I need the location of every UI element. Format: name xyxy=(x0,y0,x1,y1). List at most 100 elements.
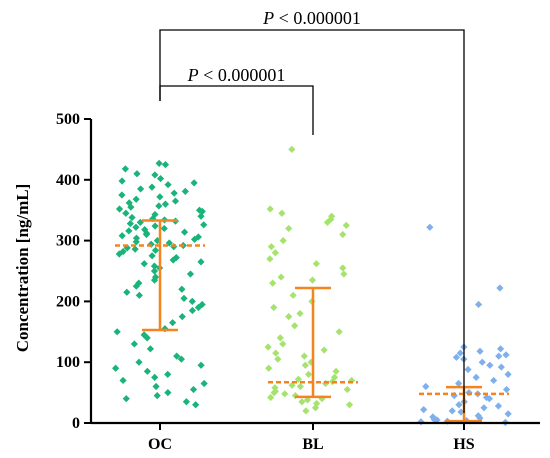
data-point-oc xyxy=(122,395,130,403)
data-point-bl xyxy=(264,343,272,351)
data-point-oc xyxy=(150,267,159,275)
data-point-oc xyxy=(160,224,168,233)
data-point-oc xyxy=(200,379,208,388)
data-point-oc xyxy=(140,260,148,268)
data-point-bl xyxy=(343,385,351,394)
data-point-bl xyxy=(330,373,339,381)
data-point-bl xyxy=(298,398,306,406)
data-point-oc xyxy=(155,159,163,167)
data-point-hs xyxy=(456,349,464,357)
data-point-oc xyxy=(112,364,120,372)
y-tick-label: 0 xyxy=(72,415,80,432)
data-point-oc xyxy=(131,245,139,253)
significance-bracket xyxy=(159,85,314,135)
data-point-bl xyxy=(270,389,278,397)
data-point-oc xyxy=(115,250,123,258)
data-point-oc xyxy=(143,367,151,375)
data-point-oc xyxy=(170,189,178,197)
data-point-bl xyxy=(276,334,284,342)
axes: 0 100 200 300 400 500 OC BL HS xyxy=(56,111,540,453)
data-point-oc xyxy=(180,228,189,236)
y-tick-label: 300 xyxy=(56,233,80,250)
data-point-hs xyxy=(485,395,494,403)
data-point-oc xyxy=(173,352,181,360)
data-point-oc xyxy=(148,252,156,260)
data-point-oc xyxy=(113,328,121,336)
data-point-oc xyxy=(182,398,190,406)
data-point-bl xyxy=(328,212,336,220)
data-point-bl xyxy=(340,270,348,278)
data-point-oc xyxy=(115,205,124,213)
data-point-oc xyxy=(122,209,130,217)
data-point-bl xyxy=(296,309,304,318)
data-point-oc xyxy=(123,288,131,296)
data-point-hs xyxy=(426,223,434,231)
significance-annotations: P < 0.000001 P < 0.000001 xyxy=(159,8,465,413)
data-point-oc xyxy=(151,171,159,179)
data-point-bl xyxy=(305,370,313,378)
data-point-bl xyxy=(288,381,296,389)
data-point-oc xyxy=(143,334,151,342)
data-point-hs xyxy=(480,404,488,412)
data-point-hs xyxy=(486,361,494,369)
p-value-label: P < 0.000001 xyxy=(187,65,286,85)
x-tick-label-bl: BL xyxy=(302,436,323,453)
data-point-hs xyxy=(502,385,511,394)
significance-bracket xyxy=(159,29,465,413)
data-point-oc xyxy=(197,258,205,266)
data-point-oc xyxy=(121,165,129,173)
data-point-hs xyxy=(474,300,483,309)
data-point-oc xyxy=(200,221,208,229)
data-point-oc xyxy=(135,291,143,299)
data-point-bl xyxy=(311,404,320,412)
data-point-hs xyxy=(472,373,480,381)
data-point-oc xyxy=(161,161,170,169)
data-point-oc xyxy=(136,185,145,193)
data-point-bl xyxy=(300,352,308,360)
data-point-bl xyxy=(339,264,347,272)
data-point-oc xyxy=(151,222,159,230)
data-point-oc xyxy=(189,385,198,394)
data-point-hs xyxy=(478,358,486,366)
data-point-hs xyxy=(464,365,472,374)
data-point-hs xyxy=(502,351,510,359)
data-point-oc xyxy=(118,177,126,185)
data-point-oc xyxy=(177,355,185,363)
data-point-hs xyxy=(474,412,482,420)
data-point-bl xyxy=(266,255,274,263)
y-axis-title: Concentration [ng/mL] xyxy=(13,184,32,353)
data-point-bl xyxy=(277,273,285,281)
data-point-oc xyxy=(125,227,133,235)
data-point-bl xyxy=(320,346,328,354)
data-point-oc xyxy=(130,340,138,348)
data-point-hs xyxy=(494,402,503,410)
data-point-oc xyxy=(164,370,172,378)
data-point-oc xyxy=(197,212,205,220)
data-point-oc xyxy=(186,270,195,278)
data-point-bl xyxy=(339,230,347,239)
data-point-oc xyxy=(164,389,172,397)
data-point-oc xyxy=(127,203,135,211)
data-point-oc xyxy=(151,246,160,254)
data-point-hs xyxy=(476,414,484,422)
data-point-oc xyxy=(128,213,136,222)
data-point-bl xyxy=(279,237,287,245)
data-point-hs xyxy=(457,408,465,416)
data-point-oc xyxy=(155,202,163,210)
data-point-hs xyxy=(496,345,505,353)
data-point-oc xyxy=(156,174,165,183)
data-point-oc xyxy=(119,376,127,385)
data-point-bl xyxy=(271,384,279,392)
data-point-hs xyxy=(496,284,504,292)
data-point-hs xyxy=(476,347,484,355)
data-point-oc xyxy=(148,183,156,191)
data-point-oc xyxy=(178,313,186,321)
data-point-bl xyxy=(291,322,299,330)
data-point-hs xyxy=(417,418,425,426)
data-point-oc xyxy=(181,187,189,195)
data-point-oc xyxy=(152,382,160,391)
data-point-oc xyxy=(151,373,159,381)
data-point-bl xyxy=(302,407,310,415)
data-point-oc xyxy=(135,358,143,366)
